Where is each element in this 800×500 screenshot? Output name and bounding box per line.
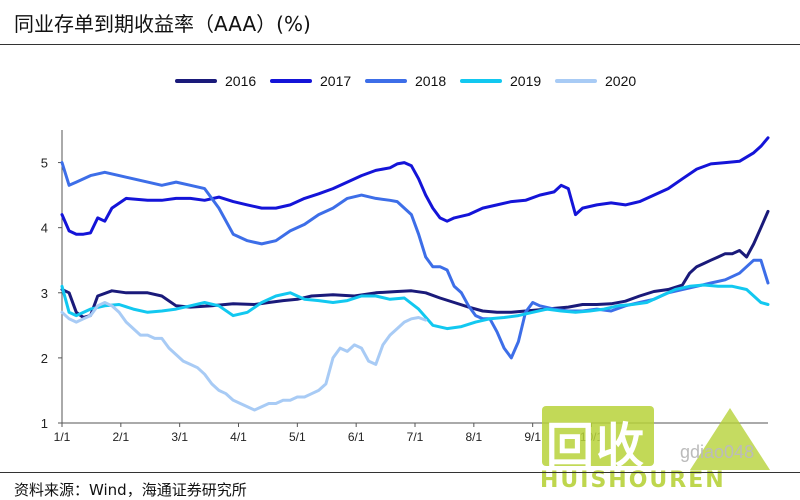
series-line-2019 — [60, 283, 770, 331]
legend-item-2018: 2018 — [365, 73, 460, 89]
chart-lines — [60, 136, 770, 412]
x-tick-label: 4/1 — [230, 430, 247, 444]
x-tick-label: 7/1 — [407, 430, 424, 444]
legend-item-2019: 2019 — [460, 73, 555, 89]
title-divider — [0, 44, 800, 45]
legend-item-2016: 2016 — [175, 73, 270, 89]
watermark-text: 回收 — [546, 418, 647, 474]
legend-label: 2018 — [415, 73, 447, 89]
series-line-2017 — [60, 136, 770, 236]
legend-swatch — [175, 79, 217, 83]
chart-legend: 2016 2017 2018 2019 2020 — [175, 73, 650, 89]
legend-item-2020: 2020 — [555, 73, 650, 89]
footer-divider — [0, 472, 800, 473]
legend-label: 2019 — [510, 73, 542, 89]
watermark-box — [542, 406, 654, 466]
legend-swatch — [460, 79, 502, 83]
source-note: 资料来源：Wind，海通证券研究所 — [14, 481, 247, 499]
legend-label: 2020 — [605, 73, 637, 89]
x-tick-label: 9/1 — [524, 430, 541, 444]
legend-label: 2017 — [320, 73, 352, 89]
y-tick-label: 5 — [41, 156, 48, 171]
x-tick-label: 3/1 — [171, 430, 188, 444]
x-tick-label: 8/1 — [465, 430, 482, 444]
legend-item-2017: 2017 — [270, 73, 365, 89]
x-tick-label: 2/1 — [112, 430, 129, 444]
y-tick-label: 4 — [41, 221, 48, 236]
y-tick-label: 2 — [41, 351, 48, 366]
y-tick-label: 1 — [41, 416, 48, 431]
y-tick-label: 3 — [41, 286, 48, 301]
legend-label: 2016 — [225, 73, 257, 89]
series-line-2020 — [60, 301, 428, 412]
legend-swatch — [555, 79, 597, 83]
page-title: 同业存单到期收益率（AAA）(%) — [14, 12, 311, 36]
watermark-faint-text: gdiao048 — [680, 442, 755, 462]
x-tick-label: 5/1 — [289, 430, 306, 444]
legend-swatch — [365, 79, 407, 83]
watermark-triangle-icon — [690, 408, 770, 470]
watermark-logo: 回收 gdiao048 HUISHOUREN — [530, 398, 790, 498]
x-tick-label: 1/1 — [54, 430, 71, 444]
legend-swatch — [270, 79, 312, 83]
x-tick-label: 6/1 — [348, 430, 365, 444]
